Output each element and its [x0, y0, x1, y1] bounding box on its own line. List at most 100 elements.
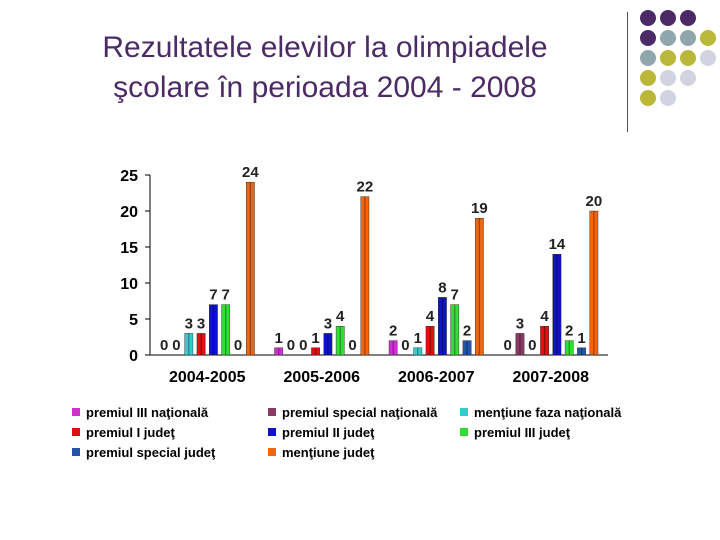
decorative-dot: [640, 30, 656, 46]
data-label: 0: [160, 337, 168, 354]
x-tick-label: 2004-2005: [169, 369, 246, 386]
bar: [413, 347, 423, 356]
legend-item: premiul III judeţ: [460, 425, 650, 440]
data-label: 3: [197, 315, 205, 332]
decorative-dot: [640, 50, 656, 66]
bar-highlight: [478, 218, 480, 355]
legend-label: premiul I judeţ: [86, 424, 175, 440]
bar-highlight: [568, 340, 570, 355]
bar-highlight: [543, 326, 546, 355]
data-label: 0: [234, 337, 242, 354]
decorative-dot: [680, 70, 696, 86]
legend-item: premiul special judeţ: [72, 445, 268, 460]
decorative-dot: [660, 50, 676, 66]
legend-item: premiul special naţională: [268, 405, 460, 420]
bar-highlight: [593, 211, 595, 355]
bar-highlight: [212, 304, 215, 355]
data-label: 0: [287, 337, 295, 354]
bar: [425, 326, 435, 356]
data-label: 1: [311, 330, 319, 347]
bar-highlight: [580, 347, 583, 355]
bar: [323, 333, 333, 356]
legend-swatch: [268, 428, 276, 436]
legend-item: premiul III naţională: [72, 405, 268, 420]
legend-swatch: [72, 448, 80, 456]
bar: [577, 347, 586, 356]
bar-highlight: [417, 347, 419, 355]
bar-highlight: [327, 333, 329, 355]
slide-title: Rezultatele elevilor la olimpiadele şcol…: [20, 28, 630, 108]
data-label: 3: [516, 315, 524, 332]
title-line-2: şcolare în perioada 2004 - 2008: [113, 71, 537, 104]
decorative-divider: [627, 12, 628, 132]
data-label: 14: [549, 236, 566, 253]
decorative-dot: [660, 70, 676, 86]
bar-highlight: [429, 326, 431, 355]
data-label: 0: [348, 337, 356, 354]
decorative-dot: [680, 10, 696, 26]
legend-swatch: [268, 408, 276, 416]
bar: [335, 326, 345, 356]
decorative-dot: [700, 30, 716, 46]
data-label: 20: [586, 193, 603, 210]
data-label: 7: [451, 287, 459, 304]
bar-highlight: [339, 326, 341, 355]
data-label: 7: [222, 287, 230, 304]
bar: [552, 253, 562, 356]
decorative-dot: [680, 50, 696, 66]
data-label: 22: [357, 179, 374, 196]
y-tick-label: 25: [120, 168, 138, 185]
bar: [438, 297, 447, 356]
bar: [184, 333, 194, 356]
y-tick-label: 10: [120, 276, 138, 293]
bar: [360, 196, 370, 356]
data-label: 24: [242, 164, 259, 181]
legend-swatch: [72, 428, 80, 436]
decorative-dot: [640, 70, 656, 86]
data-label: 0: [401, 337, 409, 354]
y-tick-label: 0: [129, 348, 138, 365]
y-tick-label: 5: [129, 312, 138, 329]
bar-highlight: [441, 297, 444, 355]
data-label: 0: [528, 337, 536, 354]
legend-item: premiul I judeţ: [72, 425, 268, 440]
data-label: 19: [471, 200, 488, 217]
data-label: 4: [540, 308, 549, 325]
bar: [221, 304, 231, 356]
legend-label: premiul special judeţ: [86, 444, 216, 460]
decorative-dot-grid: [640, 10, 720, 120]
bar-highlight: [364, 196, 366, 355]
data-label: 0: [503, 337, 511, 354]
bar: [274, 347, 284, 356]
decorative-dot: [640, 90, 656, 106]
legend-swatch: [460, 428, 468, 436]
legend-swatch: [268, 448, 276, 456]
bar-highlight: [278, 347, 280, 355]
legend-row: premiul special judeţ menţiune judeţ: [72, 442, 652, 462]
bar: [196, 333, 206, 356]
data-label: 0: [299, 337, 307, 354]
chart-legend: premiul III naţională premiul special naţ…: [72, 402, 652, 462]
decorative-dot: [640, 10, 656, 26]
bar-highlight: [188, 333, 190, 355]
data-label: 2: [565, 323, 573, 340]
data-label: 2: [463, 323, 471, 340]
bar: [245, 181, 255, 356]
legend-label: menţiune judeţ: [282, 444, 375, 460]
bar-highlight: [556, 254, 558, 355]
decorative-dot: [700, 50, 716, 66]
bar-highlight: [200, 333, 202, 355]
legend-label: premiul special naţională: [282, 404, 438, 420]
data-label: 7: [209, 287, 217, 304]
bar: [209, 304, 218, 356]
legend-label: premiul II judeţ: [282, 424, 375, 440]
data-label: 1: [577, 330, 585, 347]
legend-label: menţiune faza naţională: [474, 404, 622, 420]
bar: [589, 210, 599, 356]
y-tick-label: 15: [120, 240, 138, 257]
x-tick-label: 2007-2008: [512, 369, 589, 386]
data-label: 4: [336, 308, 345, 325]
bar-highlight: [249, 182, 251, 355]
legend-swatch: [72, 408, 80, 416]
